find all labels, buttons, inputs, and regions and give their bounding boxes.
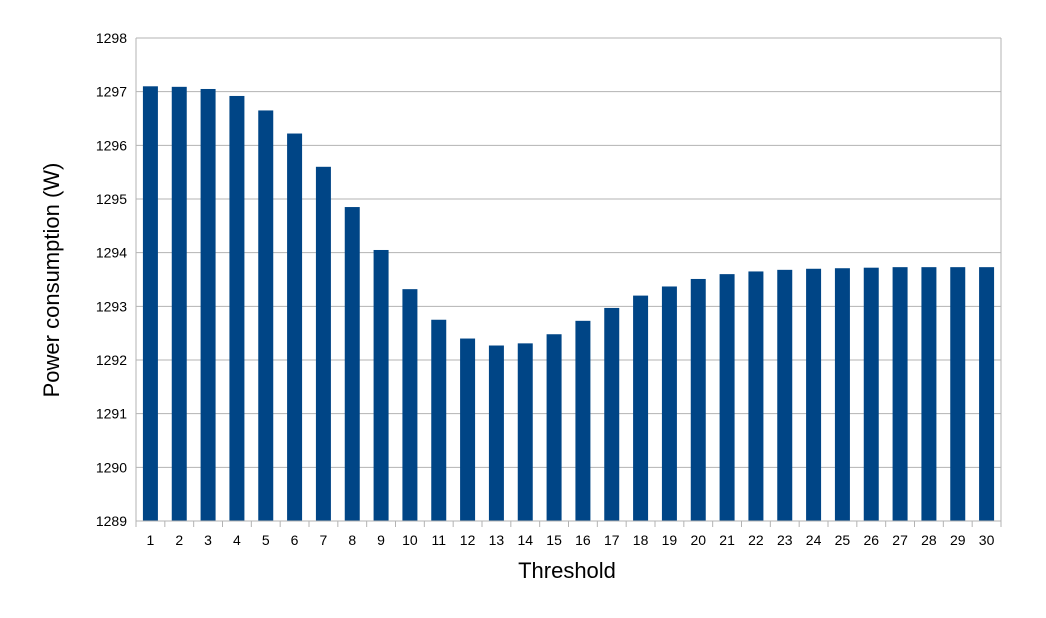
bar [777, 269, 793, 521]
x-tick-label: 23 [777, 532, 793, 548]
bar [488, 345, 504, 521]
x-tick-label: 15 [546, 532, 562, 548]
bar [142, 86, 158, 522]
bar [892, 267, 908, 521]
x-tick-label: 16 [575, 532, 591, 548]
x-tick-label: 10 [402, 532, 418, 548]
y-tick-label: 1295 [96, 191, 127, 207]
x-tick-label: 27 [892, 532, 908, 548]
bar [171, 86, 187, 521]
x-tick-label: 1 [147, 532, 155, 548]
bar [921, 267, 937, 521]
x-tick-label: 21 [719, 532, 735, 548]
y-tick-label: 1290 [96, 459, 127, 475]
bar [546, 334, 562, 521]
x-tick-label: 22 [748, 532, 764, 548]
bar [200, 88, 216, 521]
y-axis-title: Power consumption (W) [39, 163, 64, 398]
bar [373, 249, 389, 521]
x-tick-label: 8 [348, 532, 356, 548]
x-tick-label: 18 [633, 532, 649, 548]
x-tick-label: 17 [604, 532, 620, 548]
bar [460, 338, 476, 521]
bar [431, 319, 447, 521]
x-tick-label: 30 [979, 532, 995, 548]
gridlines [136, 37, 1001, 522]
bar [517, 343, 533, 521]
x-tick-label: 19 [662, 532, 678, 548]
y-tick-label: 1298 [96, 30, 127, 46]
x-tick-label: 26 [863, 532, 879, 548]
bar [287, 133, 303, 521]
y-tick-labels: 1289 1290 1291 1292 1293 1294 1295 1296 1297 1298 [96, 30, 127, 529]
y-tick-label: 1291 [96, 406, 127, 422]
bar [344, 207, 360, 522]
bar [806, 268, 822, 521]
y-tick-label: 1297 [96, 84, 127, 100]
x-tick-label: 6 [291, 532, 299, 548]
y-tick-label: 1289 [96, 513, 127, 529]
x-tick-label: 13 [489, 532, 505, 548]
x-tick-label: 4 [233, 532, 241, 548]
x-tick-label: 24 [806, 532, 822, 548]
bar [690, 278, 706, 521]
x-axis-title: Threshold [518, 558, 616, 583]
bar [863, 267, 879, 521]
bar [979, 267, 995, 521]
bar [834, 268, 850, 521]
x-tick-label: 2 [175, 532, 183, 548]
bar [950, 267, 966, 521]
axes [135, 38, 1002, 527]
x-tick-label: 25 [835, 532, 851, 548]
x-tick-label: 7 [320, 532, 328, 548]
bar [229, 95, 245, 522]
x-tick-label: 5 [262, 532, 270, 548]
x-tick-label: 9 [377, 532, 385, 548]
y-tick-label: 1296 [96, 137, 127, 153]
y-tick-label: 1292 [96, 352, 127, 368]
bar [258, 110, 274, 521]
bar [661, 286, 677, 521]
x-tick-label: 11 [431, 532, 446, 548]
x-tick-label: 3 [204, 532, 212, 548]
bar [402, 289, 418, 521]
bar [719, 274, 735, 521]
x-tick-label: 12 [460, 532, 476, 548]
x-tick-label: 28 [921, 532, 937, 548]
bar [575, 320, 591, 521]
bar [604, 307, 620, 521]
x-tick-label: 14 [517, 532, 533, 548]
y-tick-label: 1293 [96, 298, 127, 314]
bar [633, 295, 649, 521]
bars [142, 86, 995, 522]
y-tick-label: 1294 [96, 245, 127, 261]
x-tick-label: 20 [690, 532, 706, 548]
bar [315, 166, 331, 522]
x-tick-labels: 1 2 3 4 5 6 7 8 9 10 11 12 13 14 15 16 17 18 19 20 21 22 23 24 2… [147, 532, 995, 548]
bar [748, 271, 764, 521]
x-tick-label: 29 [950, 532, 966, 548]
